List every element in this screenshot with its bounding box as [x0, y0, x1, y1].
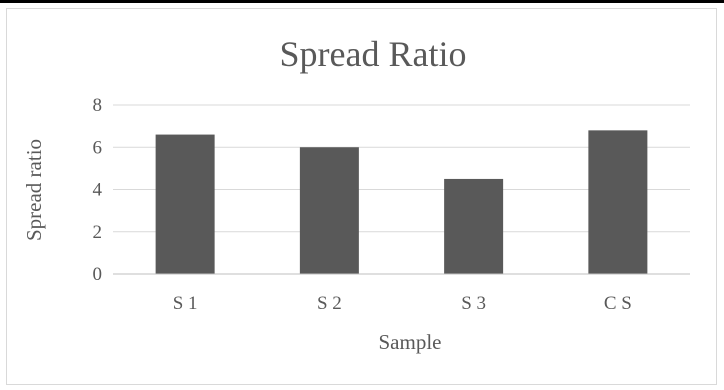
x-tick-label: C S [604, 293, 632, 314]
y-tick-label: 8 [93, 95, 103, 116]
y-tick-labels: 0 2 4 6 8 [93, 95, 103, 285]
x-tick-label: S 3 [461, 293, 486, 314]
x-axis-title: Sample [379, 330, 442, 354]
y-tick-label: 0 [93, 264, 103, 285]
x-tick-label: S 1 [173, 293, 198, 314]
y-tick-label: 6 [93, 137, 103, 158]
x-tick-labels: S 1 S 2 S 3 C S [173, 293, 632, 314]
bar [299, 147, 359, 274]
chart-title: Spread Ratio [280, 34, 467, 74]
y-axis-title: Spread ratio [22, 139, 46, 241]
bar [155, 134, 215, 274]
x-tick-label: S 2 [317, 293, 342, 314]
y-tick-label: 2 [93, 222, 103, 243]
bar [444, 178, 504, 274]
bar [588, 130, 648, 274]
y-tick-label: 4 [93, 180, 103, 201]
top-rule [0, 0, 724, 3]
bars [155, 130, 648, 274]
